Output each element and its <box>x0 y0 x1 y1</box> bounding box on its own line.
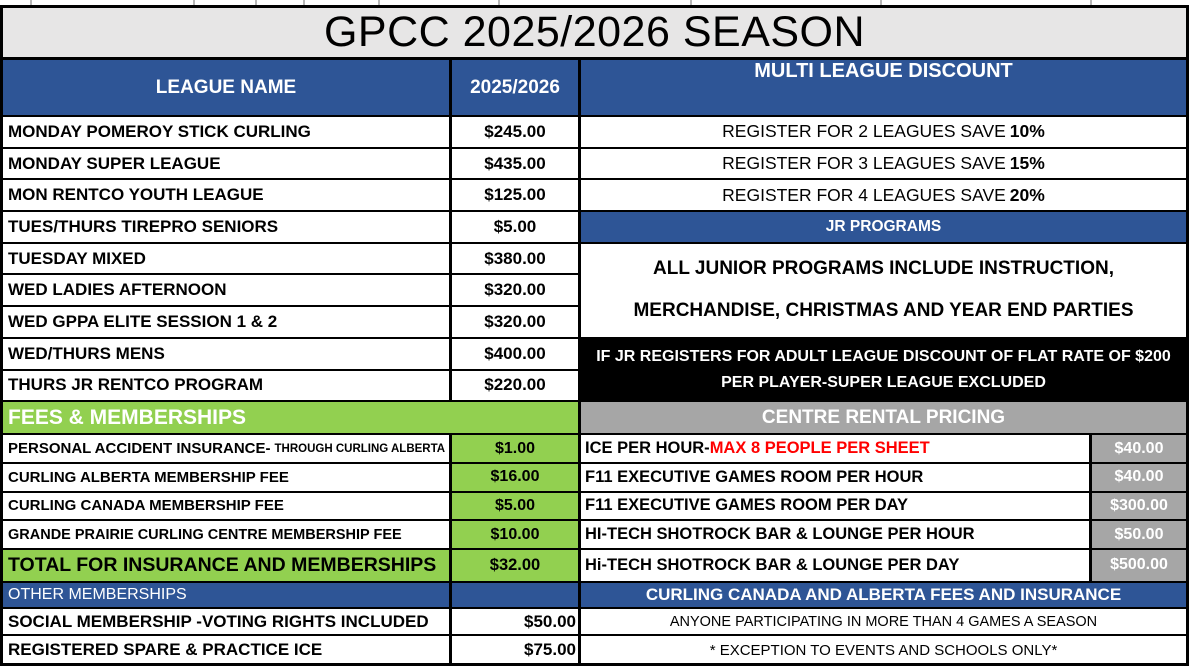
league-table-header: LEAGUE NAME 2025/2026 <box>3 60 578 117</box>
rental-price: $500.00 <box>1092 549 1186 581</box>
jr-programs-info: ALL JUNIOR PROGRAMS INCLUDE INSTRUCTION,… <box>581 244 1186 339</box>
league-name: MONDAY POMEROY STICK CURLING <box>3 117 452 147</box>
discount-row: REGISTER FOR 3 LEAGUES SAVE 15% <box>581 149 1186 181</box>
league-row: TUES/THURS TIREPRO SENIORS $5.00 <box>3 212 578 244</box>
league-price: $220.00 <box>484 375 546 395</box>
multi-league-discount-header: MULTI LEAGUE DISCOUNT <box>581 60 1186 117</box>
jr-adult-discount-note: IF JR REGISTERS FOR ADULT LEAGUE DISCOUN… <box>581 338 1186 403</box>
fee-name: CURLING CANADA MEMBERSHIP FEE <box>3 492 452 520</box>
rental-price: $300.00 <box>1092 492 1186 520</box>
rental-row: Hi-TECH SHOTROCK BAR & LOUNGE PER DAY $5… <box>581 549 1186 583</box>
league-pricing-pane: LEAGUE NAME 2025/2026 MONDAY POMEROY STI… <box>3 60 581 664</box>
league-name: WED LADIES AFTERNOON <box>3 275 452 306</box>
league-row: TUESDAY MIXED $380.00 <box>3 243 578 276</box>
league-row: MONDAY POMEROY STICK CURLING $245.00 <box>3 117 578 149</box>
rental-label: Hi-TECH SHOTROCK BAR & LOUNGE PER DAY <box>581 549 1092 581</box>
league-name: TUES/THURS TIREPRO SENIORS <box>3 212 452 242</box>
league-name: THURS JR RENTCO PROGRAM <box>3 370 452 401</box>
rental-row: HI-TECH SHOTROCK BAR & LOUNGE PER HOUR $… <box>581 521 1186 550</box>
season-header: 2025/2026 <box>470 76 560 98</box>
rental-price: $40.00 <box>1092 435 1186 462</box>
fee-row: GRANDE PRAIRIE CURLING CENTRE MEMBERSHIP… <box>3 521 578 550</box>
page-title: GPCC 2025/2026 SEASON <box>3 8 1186 60</box>
spreadsheet-gridline-strip <box>0 0 1189 5</box>
rental-label-warning: MAX 8 PEOPLE PER SHEET <box>709 439 930 458</box>
league-row: WED LADIES AFTERNOON $320.00 <box>3 275 578 308</box>
pricing-table: GPCC 2025/2026 SEASON LEAGUE NAME 2025/2… <box>0 5 1189 666</box>
discount-row: REGISTER FOR 2 LEAGUES SAVE 10% <box>581 117 1186 149</box>
fee-name: PERSONAL ACCIDENT INSURANCE- THROUGH CUR… <box>3 435 452 462</box>
rental-label: HI-TECH SHOTROCK BAR & LOUNGE PER HOUR <box>581 521 1092 548</box>
rental-row: F11 EXECUTIVE GAMES ROOM PER HOUR $40.00 <box>581 463 1186 493</box>
total-row: TOTAL FOR INSURANCE AND MEMBERSHIPS $32.… <box>3 549 578 583</box>
league-price: $380.00 <box>484 248 546 268</box>
league-name: MON RENTCO YOUTH LEAGUE <box>3 180 452 211</box>
league-row: THURS JR RENTCO PROGRAM $220.00 <box>3 370 578 403</box>
league-price: $320.00 <box>484 280 546 300</box>
league-price: $435.00 <box>484 153 546 173</box>
other-price: $75.00 <box>524 640 576 660</box>
league-price: $400.00 <box>484 343 546 363</box>
rental-row: ICE PER HOUR- MAX 8 PEOPLE PER SHEET $40.… <box>581 435 1186 464</box>
rental-label: F11 EXECUTIVE GAMES ROOM PER HOUR <box>581 463 1092 491</box>
league-row: WED GPPA ELITE SESSION 1 & 2 $320.00 <box>3 307 578 339</box>
rental-row: F11 EXECUTIVE GAMES ROOM PER DAY $300.00 <box>581 492 1186 522</box>
fee-name: CURLING ALBERTA MEMBERSHIP FEE <box>3 463 452 491</box>
info-pane: MULTI LEAGUE DISCOUNT REGISTER FOR 2 LEA… <box>581 60 1186 664</box>
total-price: $32.00 <box>489 555 541 574</box>
other-memberships-header: OTHER MEMBERSHIPS <box>3 582 578 609</box>
fee-price: $1.00 <box>452 435 578 462</box>
fee-row: CURLING CANADA MEMBERSHIP FEE $5.00 <box>3 492 578 522</box>
total-label: TOTAL FOR INSURANCE AND MEMBERSHIPS <box>3 549 452 581</box>
league-price: $125.00 <box>484 185 546 205</box>
league-price: $245.00 <box>484 121 546 141</box>
other-membership-row: SOCIAL MEMBERSHIP -VOTING RIGHTS INCLUDE… <box>3 608 578 637</box>
fee-price: $5.00 <box>452 492 578 520</box>
league-price: $320.00 <box>484 311 546 331</box>
league-price: $5.00 <box>493 216 537 236</box>
empty-cell <box>452 583 578 607</box>
other-membership-row: REGISTERED SPARE & PRACTICE ICE $75.00 <box>3 636 578 664</box>
centre-rental-header: CENTRE RENTAL PRICING <box>581 402 1186 436</box>
league-name: WED/THURS MENS <box>3 338 452 369</box>
fee-row: CURLING ALBERTA MEMBERSHIP FEE $16.00 <box>3 463 578 493</box>
league-name: MONDAY SUPER LEAGUE <box>3 148 452 179</box>
league-row: MON RENTCO YOUTH LEAGUE $125.00 <box>3 180 578 213</box>
fee-name-small: THROUGH CURLING ALBERTA <box>274 442 446 455</box>
league-name: WED GPPA ELITE SESSION 1 & 2 <box>3 307 452 337</box>
discount-percent: 20% <box>1009 184 1045 205</box>
other-name: SOCIAL MEMBERSHIP -VOTING RIGHTS INCLUDE… <box>3 608 452 635</box>
fee-price: $16.00 <box>452 463 578 491</box>
fee-row: PERSONAL ACCIDENT INSURANCE- THROUGH CUR… <box>3 435 578 464</box>
curling-canada-fees-header: CURLING CANADA AND ALBERTA FEES AND INSU… <box>581 582 1186 609</box>
fee-name: GRANDE PRAIRIE CURLING CENTRE MEMBERSHIP… <box>3 521 452 548</box>
league-row: WED/THURS MENS $400.00 <box>3 338 578 371</box>
league-name-header: LEAGUE NAME <box>3 60 452 115</box>
league-name: TUESDAY MIXED <box>3 243 452 274</box>
rental-price: $40.00 <box>1092 463 1186 491</box>
participation-note: ANYONE PARTICIPATING IN MORE THAN 4 GAME… <box>581 609 1186 637</box>
exception-note: * EXCEPTION TO EVENTS AND SCHOOLS ONLY* <box>709 641 1058 659</box>
other-name: REGISTERED SPARE & PRACTICE ICE <box>3 636 452 664</box>
other-price: $50.00 <box>524 611 576 631</box>
fee-price: $10.00 <box>452 521 578 548</box>
fees-memberships-header: FEES & MEMBERSHIPS <box>3 402 578 436</box>
jr-programs-header: JR PROGRAMS <box>581 212 1186 244</box>
rental-price: $50.00 <box>1092 521 1186 548</box>
rental-label: F11 EXECUTIVE GAMES ROOM PER DAY <box>581 492 1092 520</box>
discount-row: REGISTER FOR 4 LEAGUES SAVE 20% <box>581 180 1186 213</box>
rental-label: ICE PER HOUR- MAX 8 PEOPLE PER SHEET <box>581 435 1092 462</box>
discount-percent: 10% <box>1009 121 1045 142</box>
league-row: MONDAY SUPER LEAGUE $435.00 <box>3 148 578 181</box>
discount-percent: 15% <box>1009 153 1045 174</box>
